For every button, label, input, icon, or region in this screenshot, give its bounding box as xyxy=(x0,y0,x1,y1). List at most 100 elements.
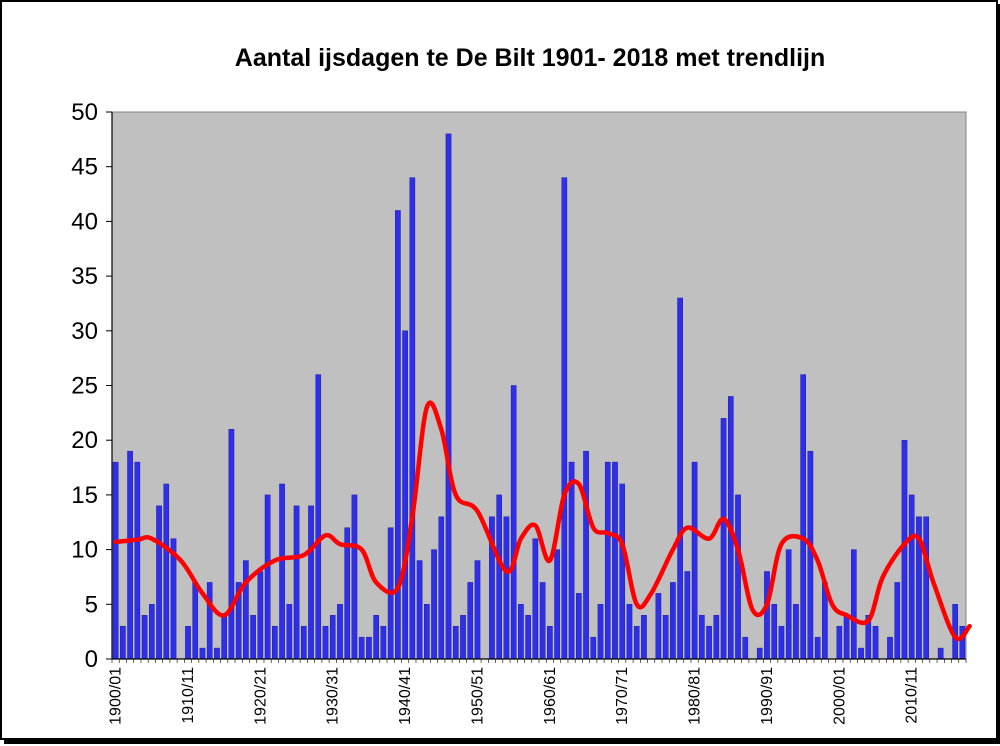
bar xyxy=(720,418,727,660)
y-tick-label: 25 xyxy=(71,373,98,400)
bar xyxy=(706,625,712,660)
y-tick-label: 40 xyxy=(71,208,98,235)
bar xyxy=(742,636,749,660)
bar xyxy=(532,538,539,660)
bar xyxy=(474,560,481,660)
bar xyxy=(431,549,437,660)
bar xyxy=(308,505,314,660)
bar xyxy=(279,483,285,660)
bar xyxy=(699,615,705,660)
bar xyxy=(185,625,191,660)
bar xyxy=(358,636,365,660)
y-tick-label: 5 xyxy=(85,591,98,618)
bar xyxy=(597,604,604,660)
bar xyxy=(192,582,199,660)
bar xyxy=(655,593,662,660)
bar xyxy=(937,647,944,660)
bar xyxy=(380,625,387,660)
bar xyxy=(503,516,510,660)
bar xyxy=(127,450,133,660)
bar xyxy=(785,549,792,660)
bar xyxy=(199,647,206,660)
bar xyxy=(134,461,141,660)
bar xyxy=(112,461,119,660)
bar xyxy=(568,461,575,660)
bar xyxy=(800,374,806,660)
bar-series xyxy=(112,133,966,660)
bar xyxy=(590,636,597,660)
bar xyxy=(351,494,358,660)
bar xyxy=(923,516,930,660)
bar xyxy=(424,604,430,660)
bar xyxy=(315,374,322,660)
bar xyxy=(141,615,148,660)
bar xyxy=(452,625,459,660)
bar xyxy=(322,625,329,660)
bar xyxy=(120,625,126,660)
y-tick-label: 35 xyxy=(71,263,98,290)
bar xyxy=(416,560,423,660)
x-tick-label: 1920/21 xyxy=(252,667,269,725)
bar xyxy=(756,647,763,660)
bar xyxy=(445,133,452,660)
bar xyxy=(858,647,864,660)
bar xyxy=(583,450,589,660)
bar xyxy=(626,604,633,660)
bar xyxy=(243,560,249,660)
bar xyxy=(807,450,814,660)
trend-line xyxy=(113,400,972,642)
bar xyxy=(894,582,901,660)
bar xyxy=(510,385,517,660)
bar xyxy=(604,461,611,660)
bar xyxy=(402,330,408,660)
bar xyxy=(264,494,271,660)
bar xyxy=(872,625,879,660)
bar xyxy=(337,604,343,660)
y-tick-label: 45 xyxy=(71,154,98,181)
bar xyxy=(366,636,372,660)
bar xyxy=(518,604,524,660)
bar xyxy=(901,440,908,660)
trend-layer xyxy=(113,400,972,642)
bar xyxy=(684,571,691,660)
bar xyxy=(156,505,162,660)
bar xyxy=(814,636,821,660)
y-tick-label: 30 xyxy=(71,318,98,345)
bar xyxy=(735,494,741,660)
bar xyxy=(619,483,626,660)
bar xyxy=(496,494,502,660)
bar xyxy=(836,625,843,660)
bar xyxy=(908,494,915,660)
bar xyxy=(641,615,647,660)
bar xyxy=(561,177,568,660)
bar xyxy=(576,593,582,660)
bar xyxy=(525,615,531,660)
bar xyxy=(691,461,698,660)
bar xyxy=(467,582,474,660)
y-tick-label: 0 xyxy=(85,646,98,673)
plot-area xyxy=(111,111,967,660)
bar xyxy=(373,615,379,660)
x-tick-label: 2000/01 xyxy=(831,667,848,725)
bar xyxy=(662,615,669,660)
x-tick-label: 1990/91 xyxy=(759,667,776,725)
bar xyxy=(633,625,640,660)
bar xyxy=(228,429,235,660)
bar xyxy=(612,461,618,660)
bar xyxy=(887,636,893,660)
bar xyxy=(851,549,857,660)
bar xyxy=(547,625,553,660)
x-tick-label: 1980/81 xyxy=(687,667,704,725)
bar xyxy=(778,625,785,660)
x-tick-label: 1930/31 xyxy=(325,667,342,725)
axes: 0 5 10 15 20 25 30 35 40 45 50 1900/01 1910/11 1920/2… xyxy=(71,99,967,725)
x-tick-label: 1910/11 xyxy=(180,667,197,724)
y-tick-label: 15 xyxy=(71,482,98,509)
bar xyxy=(250,615,256,660)
bar xyxy=(713,615,720,660)
bar xyxy=(460,615,466,660)
x-tick-label: 1950/51 xyxy=(470,667,487,725)
bar xyxy=(677,297,683,660)
